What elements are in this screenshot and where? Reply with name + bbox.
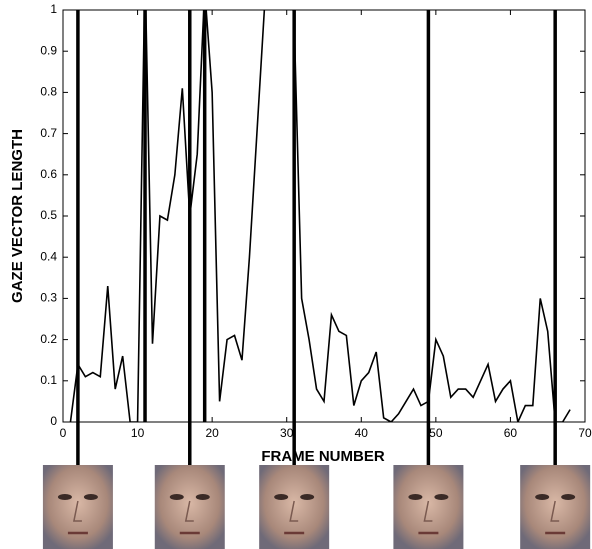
plot-clip-group: [69, 10, 571, 422]
face-nose: [550, 500, 560, 522]
x-tick-label: 60: [504, 426, 518, 440]
face-background: [520, 465, 591, 549]
y-tick-label: 0.8: [40, 85, 57, 99]
face-nose: [423, 500, 433, 522]
face-thumbnail: [154, 465, 225, 549]
x-tick-label: 50: [429, 426, 443, 440]
y-tick-label: 0.2: [40, 332, 57, 346]
face-eye: [83, 494, 98, 500]
face-background: [42, 465, 113, 549]
face-nose: [72, 500, 82, 522]
face-eye: [57, 494, 72, 500]
face-nose: [184, 500, 194, 522]
x-axis-title: FRAME NUMBER: [261, 448, 384, 465]
face-eye: [535, 494, 550, 500]
y-tick-label: 0.1: [40, 373, 57, 387]
y-axis-title: GAZE VECTOR LENGTH: [9, 129, 26, 303]
y-tick-label: 0.6: [40, 167, 57, 181]
face-thumbnail: [259, 465, 330, 549]
face-eye: [434, 494, 449, 500]
y-tick-label: 1: [50, 2, 57, 16]
x-tick-label: 10: [131, 426, 145, 440]
face-eye: [408, 494, 423, 500]
face-eye: [274, 494, 289, 500]
x-tick-label: 0: [60, 426, 67, 440]
face-thumbnail: [520, 465, 591, 549]
y-tick-label: 0.9: [40, 43, 57, 57]
face-thumbnail: [42, 465, 113, 549]
x-tick-label: 20: [205, 426, 219, 440]
face-eye: [300, 494, 315, 500]
y-tick-label: 0: [50, 414, 57, 428]
y-tick-label: 0.4: [40, 249, 57, 263]
face-background: [393, 465, 464, 549]
y-tick-label: 0.7: [40, 126, 57, 140]
face-nose: [289, 500, 299, 522]
y-tick-label: 0.5: [40, 208, 57, 222]
face-eye: [561, 494, 576, 500]
face-thumbnail: [393, 465, 464, 549]
face-eye: [169, 494, 184, 500]
y-tick-label: 0.3: [40, 291, 57, 305]
face-background: [154, 465, 225, 549]
data-line: [69, 10, 571, 422]
face-eye: [195, 494, 210, 500]
face-background: [259, 465, 330, 549]
x-tick-label: 30: [280, 426, 294, 440]
x-tick-label: 70: [578, 426, 592, 440]
x-tick-label: 40: [355, 426, 369, 440]
